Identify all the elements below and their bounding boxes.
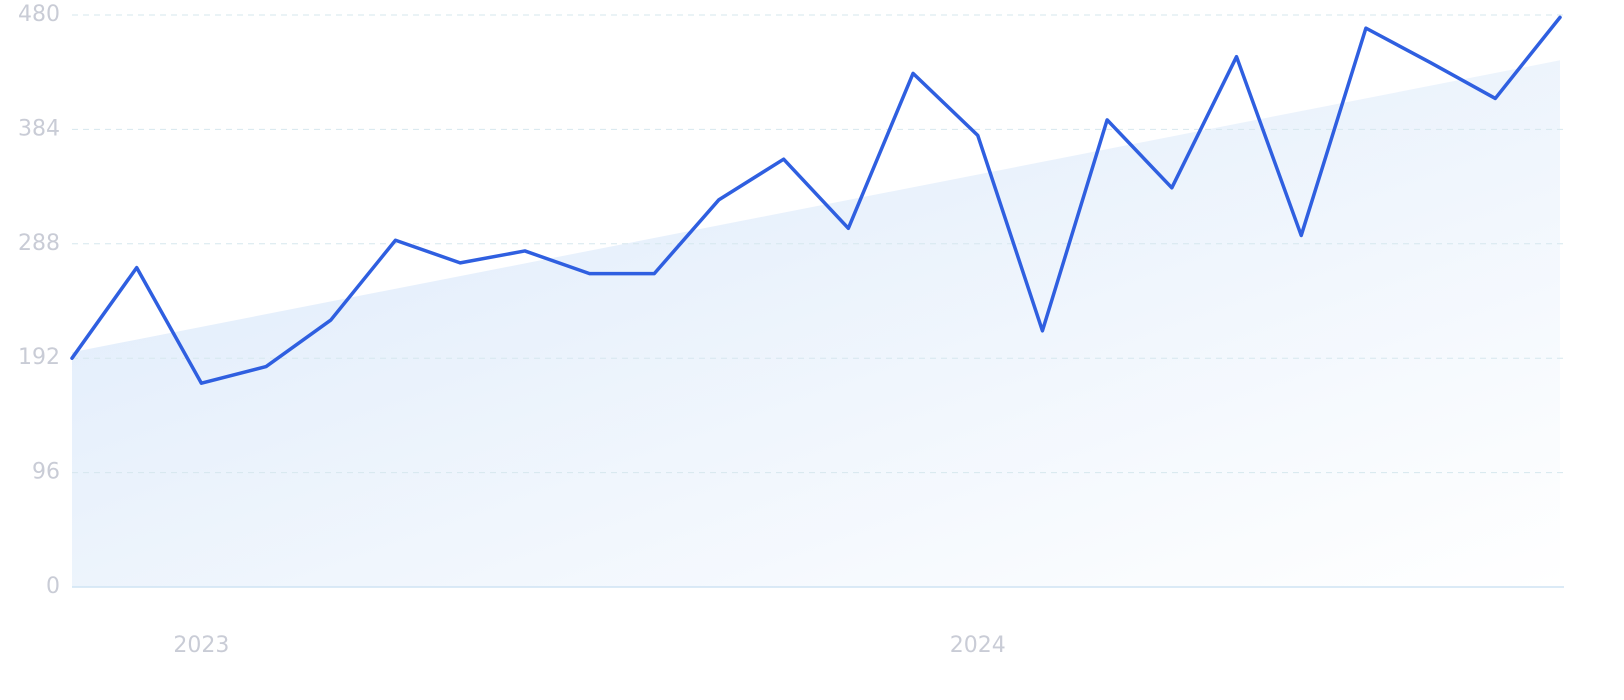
y-tick-label: 480 (18, 2, 60, 27)
trend-area (72, 60, 1560, 588)
y-tick-label: 192 (18, 345, 60, 370)
y-tick-label: 384 (18, 116, 60, 141)
y-tick-label: 0 (46, 574, 60, 599)
x-tick-label: 2023 (173, 633, 229, 658)
line-series (70, 15, 1562, 385)
y-tick-label: 96 (32, 460, 60, 485)
x-tick-label: 2024 (950, 633, 1006, 658)
y-tick-label: 288 (18, 231, 60, 256)
